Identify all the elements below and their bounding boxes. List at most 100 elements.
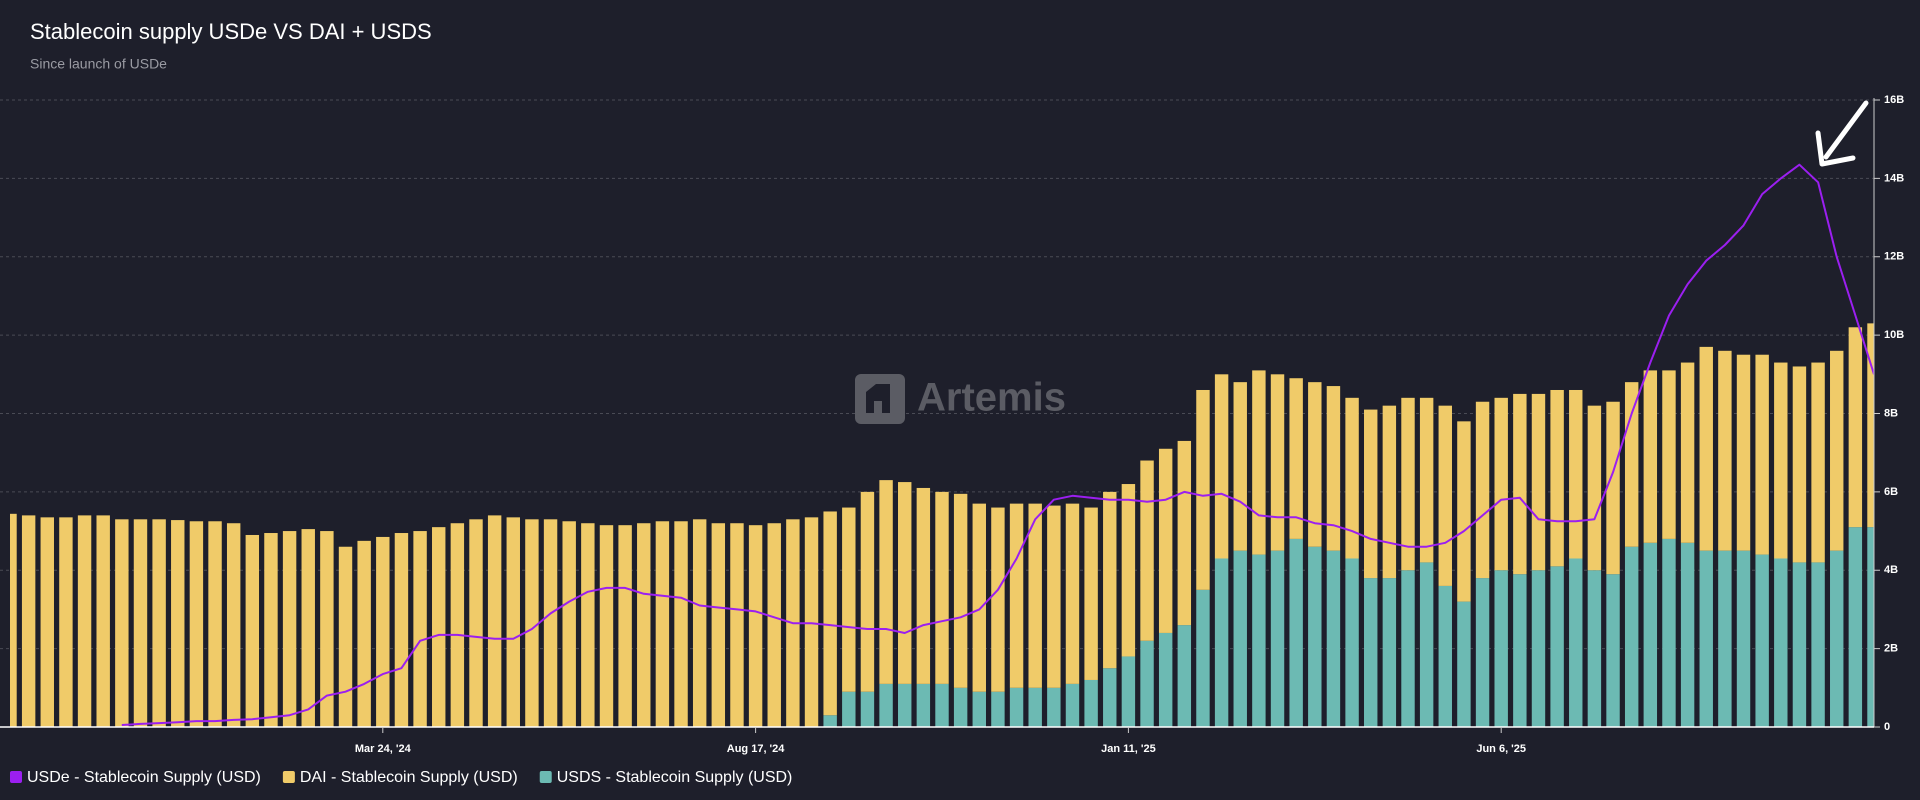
bar-segment [581, 523, 595, 727]
bar-segment [730, 523, 744, 727]
bar-segment [916, 487, 931, 684]
bar-segment [282, 531, 297, 727]
legend-swatch [10, 771, 22, 783]
bar-segment [1065, 683, 1080, 727]
bar-segment [1811, 362, 1825, 563]
chart-subtitle: Since launch of USDe [30, 56, 167, 72]
bar-segment [562, 521, 576, 727]
bar-segment [1606, 574, 1620, 727]
bar-segment [1364, 409, 1378, 579]
bar-segment [338, 546, 353, 727]
bar-segment [10, 513, 17, 727]
bar-segment [860, 691, 875, 727]
bar-segment [1643, 542, 1658, 727]
bar-segment [692, 519, 707, 727]
bar-segment [1140, 640, 1154, 727]
bar-segment [953, 687, 968, 727]
y-tick-label: 4B [1884, 564, 1898, 576]
bar-segment [469, 519, 483, 727]
watermark: Artemis [855, 374, 1066, 424]
bar-segment [1606, 401, 1620, 575]
bar-segment [450, 523, 465, 727]
bar-segment [77, 515, 92, 727]
chart-title: Stablecoin supply USDe VS DAI + USDS [30, 19, 432, 44]
x-tick-label: Jan 11, '25 [1101, 743, 1156, 755]
bar-segment [1028, 503, 1042, 688]
bar-segment [935, 491, 949, 684]
bar-segment [1438, 585, 1452, 727]
bar-segment [96, 515, 110, 727]
bar-segment [226, 523, 241, 727]
bar-segment [208, 521, 222, 727]
bar-segment [1140, 460, 1154, 641]
bar-segment [1569, 389, 1583, 559]
bar-segment [1643, 370, 1658, 543]
bar-segment [1252, 370, 1266, 555]
y-tick-label: 16B [1884, 94, 1904, 106]
arrow-annotation [1815, 100, 1869, 167]
bar-segment [1438, 405, 1452, 586]
bar-segment [823, 715, 837, 727]
bar-segment [748, 525, 763, 727]
bar-segment [1047, 505, 1061, 688]
bar-segment [1289, 378, 1303, 539]
watermark-logo-glyph [866, 384, 890, 413]
axes: 0 2B 4B 6B 8B 10B 12B 14B 16B Mar 24, '24 Aug 17, … [0, 94, 1904, 755]
bar-segment [879, 480, 893, 684]
legend-swatch [539, 771, 552, 783]
bar-segment [1792, 562, 1807, 727]
bar-segment [543, 519, 558, 727]
bar-segment [1382, 578, 1397, 727]
bar-segment [1475, 578, 1490, 727]
bar-segment [1736, 550, 1751, 727]
bar-segment [1755, 354, 1769, 555]
y-tick-label: 8B [1884, 407, 1898, 419]
bar-segment [394, 533, 409, 727]
bar-segment [1345, 558, 1359, 727]
arrow-shaft [1823, 100, 1869, 160]
legend-label: USDS - Stablecoin Supply (USD) [557, 769, 793, 786]
bar-segment [506, 517, 520, 727]
bar-segment [1587, 405, 1602, 571]
bar-segment [1680, 362, 1695, 543]
bar-segment [1158, 448, 1173, 633]
bar-segment [115, 519, 129, 727]
bar-segment [59, 517, 73, 727]
bar-segment [525, 519, 539, 727]
bar-segment [1196, 589, 1210, 727]
bar-segment [842, 507, 856, 692]
bar-segment [432, 527, 446, 727]
bar-segment [953, 493, 968, 688]
x-tick-label: Mar 24, '24 [355, 743, 412, 755]
bar-segment [1214, 374, 1229, 559]
watermark-text: Artemis [917, 376, 1066, 420]
bar-segment [655, 521, 670, 727]
bar-segment [898, 482, 912, 684]
bar-segment [1158, 632, 1173, 727]
bar-segment [21, 515, 36, 727]
bar-segment [413, 531, 427, 727]
bar-segment [1084, 507, 1098, 680]
bar-segment [1848, 327, 1863, 528]
bar-segment [767, 523, 781, 727]
bar-segment [879, 683, 893, 727]
bar-segment [1177, 625, 1192, 727]
bar-segment [1065, 503, 1080, 684]
bar-segment [1252, 554, 1266, 727]
bar-segment [1233, 382, 1247, 551]
bar-segment [1624, 382, 1639, 547]
bar-segment [823, 511, 837, 716]
bar-segment [1550, 389, 1564, 567]
x-tick-label: Aug 17, '24 [727, 743, 786, 755]
bar-segment [842, 691, 856, 727]
bar-segment [804, 517, 819, 727]
bar-segment [991, 507, 1005, 692]
lines [121, 163, 1874, 726]
bar-segment [1867, 527, 1874, 727]
bar-segment [40, 517, 54, 727]
bar-segment [1270, 374, 1285, 551]
bar-segment [1084, 679, 1098, 727]
bar-segment [991, 691, 1005, 727]
bar-segment [1680, 542, 1695, 727]
bar-segment [1494, 570, 1508, 727]
